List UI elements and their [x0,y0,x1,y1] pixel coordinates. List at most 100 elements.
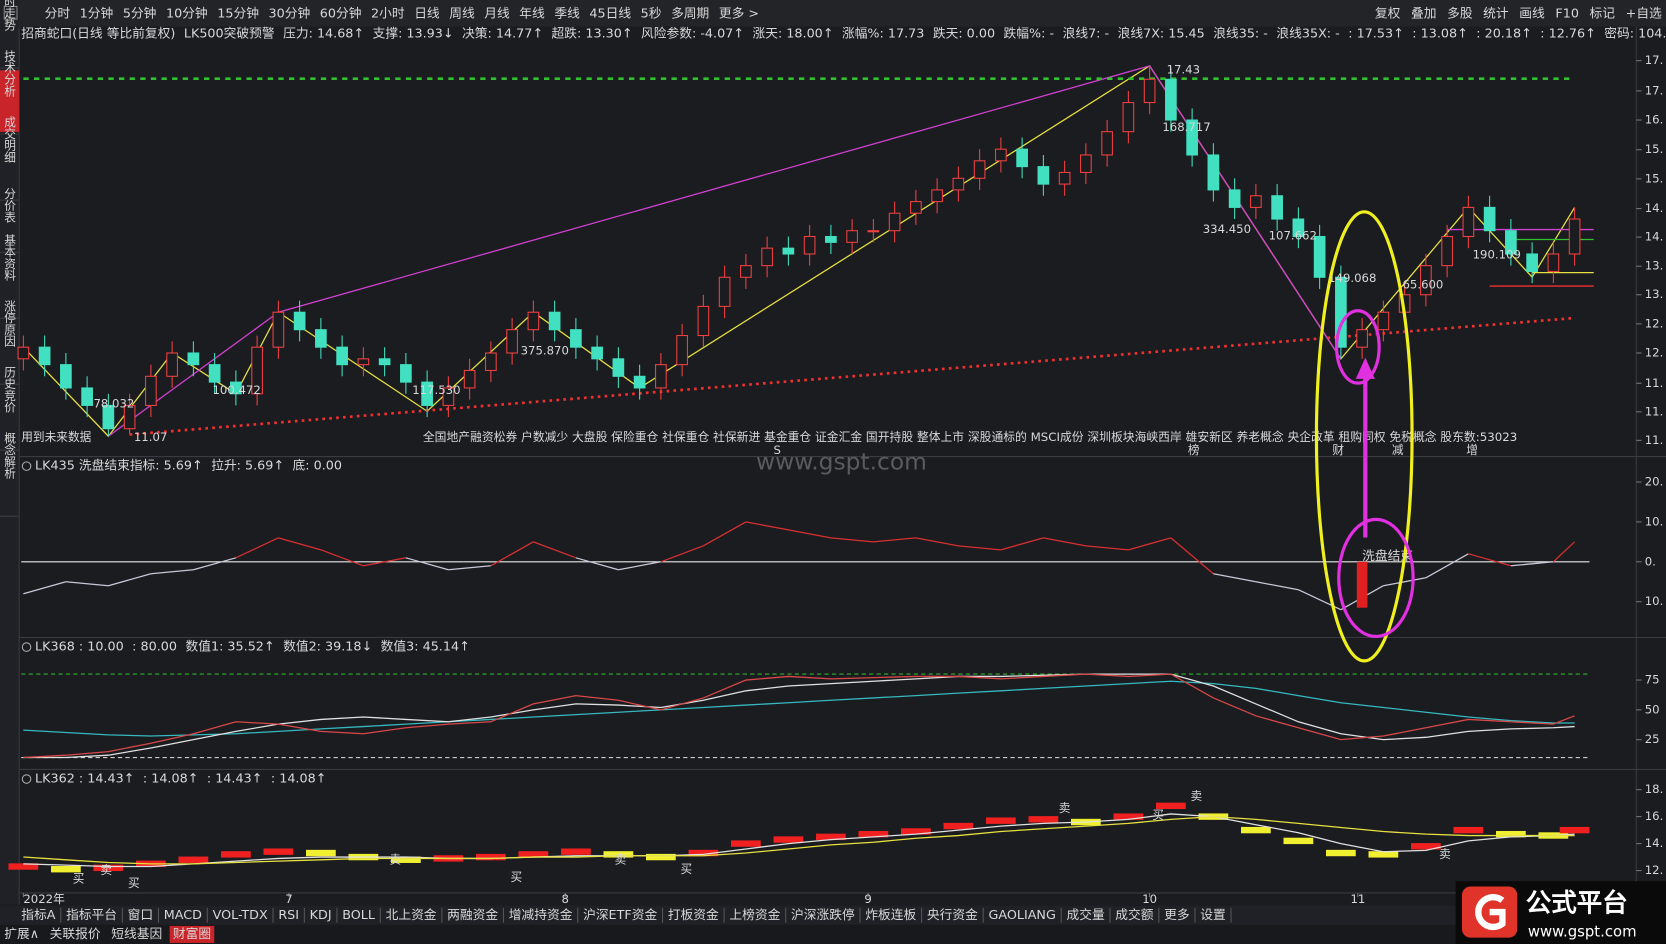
line-segment [1213,573,1256,583]
tab[interactable]: 周线 [449,6,475,21]
tab[interactable]: 分时走势 [3,0,17,31]
tab[interactable]: 2小时 [371,6,405,21]
tab[interactable]: 关联报价 [50,927,101,942]
tab[interactable]: 设置 [1200,908,1226,923]
tab[interactable]: 沪深涨跌停 [791,907,855,923]
logo-url: www.gspt.com [1528,922,1637,940]
tab[interactable]: RSI [278,908,299,923]
candle-body [1526,253,1538,272]
tab[interactable]: 指标A [21,908,55,923]
indicator-value: 浪线7: - [1063,27,1110,42]
block [1559,826,1590,834]
tab[interactable]: 概念解析 [3,432,17,479]
tab[interactable]: 短线基因 [111,927,162,942]
tab[interactable]: 60分钟 [320,5,362,21]
tab[interactable]: 日线 [414,6,440,21]
candle-body [357,358,370,366]
tab[interactable]: 成交额 [1115,907,1153,923]
tab[interactable]: 季线 [554,6,580,21]
tab[interactable]: 统计 [1483,6,1509,21]
tab[interactable]: 指标平台 [66,908,117,923]
tab[interactable]: GAOLIANG [988,908,1055,923]
candle-body [336,346,348,366]
candle-body [782,247,795,255]
candle-body [251,346,263,395]
tab[interactable]: 沪深ETF资金 [583,907,657,923]
tab[interactable]: 更多 > [719,6,759,21]
block [391,856,421,863]
tab[interactable]: 窗口 [128,908,153,923]
tab[interactable]: 增减持资金 [509,907,573,923]
tab[interactable]: 央行资金 [927,907,978,923]
header-icon [21,774,32,784]
tab[interactable]: 成交明细 [3,116,17,163]
indicator-value: : 20.18↑ [1476,27,1532,42]
tab[interactable]: KDJ [310,908,332,923]
candle-body [527,311,540,331]
candle-body [995,148,1007,162]
line-segment [830,537,874,543]
candle-body [17,346,30,360]
tab[interactable]: MACD [164,908,202,923]
watermark: www.gspt.com [756,447,927,475]
line-segment [788,529,831,539]
tab[interactable]: 更多 [1164,908,1190,923]
tab[interactable]: 5分钟 [123,5,157,21]
y-tick-label: 75 [1645,673,1660,687]
tab[interactable]: 北上资金 [386,907,437,923]
x-tick-label: 2022年 [23,892,65,906]
tab[interactable]: F10 [1555,6,1579,21]
candle-body [208,364,221,383]
line-segment [1510,561,1554,567]
block [603,851,634,858]
tab[interactable]: 多股 [1447,6,1473,21]
candle-body [1335,276,1347,348]
tab[interactable]: 5秒 [641,6,662,21]
candle-body [697,305,710,337]
tab[interactable]: 扩展∧ [4,927,39,942]
tab[interactable]: 30分钟 [269,5,311,21]
indicator-value: LK435 洗盘结束指标: 5.69↑ [35,458,203,474]
block [1326,849,1356,857]
tab[interactable]: BOLL [342,908,376,923]
tab[interactable]: 标记 [1590,6,1616,21]
tab[interactable]: VOL-TDX [213,908,268,923]
tab[interactable]: 历史竞价 [3,366,17,413]
tab[interactable]: 涨停原因 [3,299,17,347]
tab[interactable]: 年线 [519,6,545,21]
tab[interactable]: +自选 [1626,6,1662,21]
tab[interactable]: 炸板连板 [865,907,916,923]
tab[interactable]: 基本资料 [3,234,17,281]
tab[interactable]: 画线 [1519,6,1545,21]
candle-body [1547,253,1560,272]
tab[interactable]: 分价表 [3,188,17,224]
tab[interactable]: 叠加 [1411,6,1436,21]
tab[interactable]: 10分钟 [166,5,208,21]
tab[interactable]: 45日线 [589,6,631,21]
tab[interactable]: 复权 [1375,5,1401,21]
tab[interactable]: 成交量 [1066,907,1104,923]
tab[interactable]: 技术分析 [3,50,17,97]
tab[interactable]: 上榜资金 [729,907,780,923]
y-tick-label: 15. [1645,142,1664,156]
tab[interactable]: 分时 [45,6,71,21]
tab[interactable]: 财富圈 [173,926,211,942]
tab[interactable]: 1分钟 [80,5,114,21]
tab[interactable]: 打板资金 [668,907,719,923]
block [1453,826,1484,834]
tab[interactable]: 多周期 [671,6,709,21]
candle-body [846,230,858,243]
block [901,828,931,835]
candle-body [1080,154,1092,173]
tab[interactable]: 两融资金 [447,907,498,923]
trade-signal: 买 [511,870,523,884]
y-tick-label: 12. [1645,316,1664,330]
annotation: 17.43 [1167,62,1200,76]
candle-body [166,352,178,377]
tab[interactable]: 15分钟 [217,5,259,21]
block [858,830,889,838]
tab[interactable]: 月线 [484,6,510,21]
indicator-value: LK368 : 10.00 [35,640,124,655]
